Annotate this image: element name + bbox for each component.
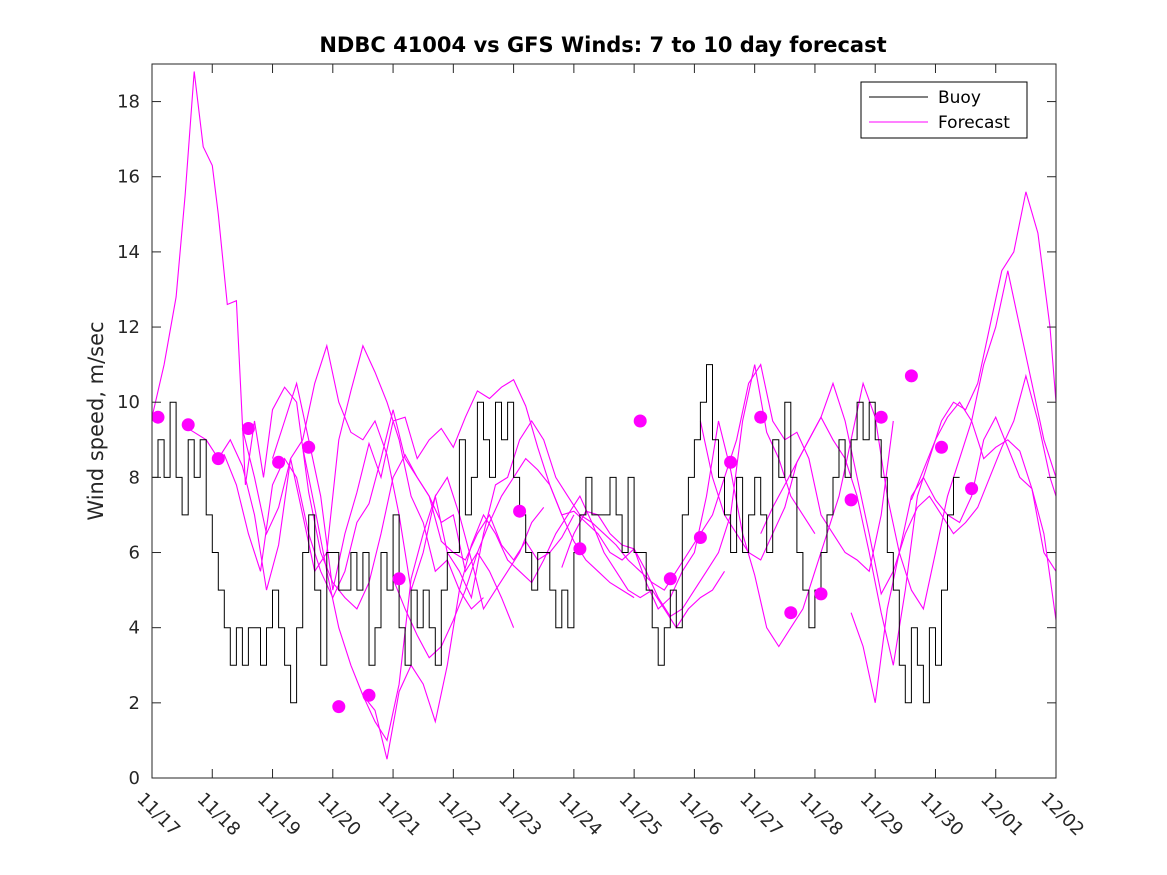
legend-box — [860, 81, 1028, 139]
forecast-line-10 — [699, 191, 1057, 666]
legend: Buoy Forecast — [860, 81, 1028, 139]
buoy-line — [152, 364, 960, 704]
forecast-line-7 — [362, 363, 894, 742]
forecast-marker — [844, 493, 858, 507]
forecast-line-2 — [181, 344, 484, 610]
x-tick-label: 11/26 — [675, 789, 727, 841]
forecast-marker — [784, 606, 798, 620]
legend-forecast-label: Forecast — [938, 113, 1010, 133]
forecast-line-12 — [850, 415, 1057, 703]
y-tick-label: 2 — [129, 693, 140, 714]
forecast-marker — [241, 422, 255, 435]
y-tick-label: 12 — [117, 317, 140, 338]
forecast-line-1 — [151, 71, 575, 610]
forecast-marker — [181, 418, 195, 432]
forecast-marker — [272, 455, 286, 469]
forecast-marker — [573, 542, 587, 556]
plot-area — [151, 63, 1057, 779]
x-tick-label: 11/23 — [494, 789, 546, 841]
forecast-line-8 — [392, 364, 816, 659]
x-tick-label: 11/21 — [374, 789, 426, 841]
forecast-marker — [724, 455, 738, 469]
forecast-marker — [693, 531, 707, 544]
y-axis-label: Wind speed, m/sec — [84, 321, 108, 520]
axes-box — [151, 63, 1057, 779]
forecast-marker — [754, 410, 768, 424]
forecast-marker — [965, 482, 979, 496]
legend-buoy-label: Buoy — [938, 88, 981, 108]
y-tick-label: 16 — [117, 167, 140, 188]
y-tick-label: 8 — [129, 467, 140, 488]
y-tick-label: 6 — [129, 543, 140, 564]
forecast-marker — [935, 440, 948, 454]
y-tick-label: 18 — [117, 92, 140, 113]
x-tick-label: 11/28 — [795, 789, 847, 841]
forecast-marker — [513, 504, 527, 518]
x-tick-label: 11/18 — [193, 789, 245, 841]
x-tick-label: 11/19 — [253, 789, 305, 841]
x-tick-label: 11/29 — [856, 789, 908, 841]
y-axis: 0 2 4 6 8 10 12 14 16 18 — [117, 92, 1056, 789]
forecast-line-3 — [212, 409, 515, 628]
forecast-marker — [633, 414, 647, 428]
forecast-line-5 — [271, 378, 635, 599]
y-tick-label: 10 — [117, 392, 140, 413]
x-tick-label: 11/17 — [132, 789, 184, 841]
x-tick-label: 11/20 — [313, 789, 365, 841]
x-tick-label: 11/30 — [916, 789, 968, 841]
forecast-marker — [392, 572, 406, 586]
x-tick-label: 11/25 — [615, 789, 667, 841]
forecast-marker — [904, 369, 918, 383]
x-tick-label: 11/24 — [554, 789, 606, 841]
forecast-marker — [151, 410, 165, 424]
forecast-marker — [663, 572, 677, 586]
plot-background — [152, 64, 1056, 778]
forecast-marker — [302, 440, 316, 454]
forecast-line-6 — [302, 447, 725, 760]
forecast-line-13 — [910, 401, 1057, 572]
x-tick-label: 11/27 — [735, 789, 787, 841]
forecast-line-11 — [760, 373, 1057, 596]
y-tick-label: 14 — [117, 242, 140, 263]
x-tick-label: 12/01 — [976, 789, 1028, 841]
forecast-marker — [332, 700, 346, 714]
forecast-marker — [362, 688, 376, 702]
chart-title: NDBC 41004 vs GFS Winds: 7 to 10 day for… — [319, 33, 886, 57]
x-tick-label: 11/22 — [434, 789, 486, 841]
y-tick-label: 4 — [129, 618, 140, 639]
forecast-marker — [814, 587, 828, 601]
x-tick-label: 12/02 — [1036, 789, 1088, 841]
y-tick-label: 0 — [129, 768, 140, 789]
forecast-marker — [211, 452, 225, 466]
forecast-line-4 — [241, 343, 545, 611]
forecast-marker — [874, 410, 888, 424]
